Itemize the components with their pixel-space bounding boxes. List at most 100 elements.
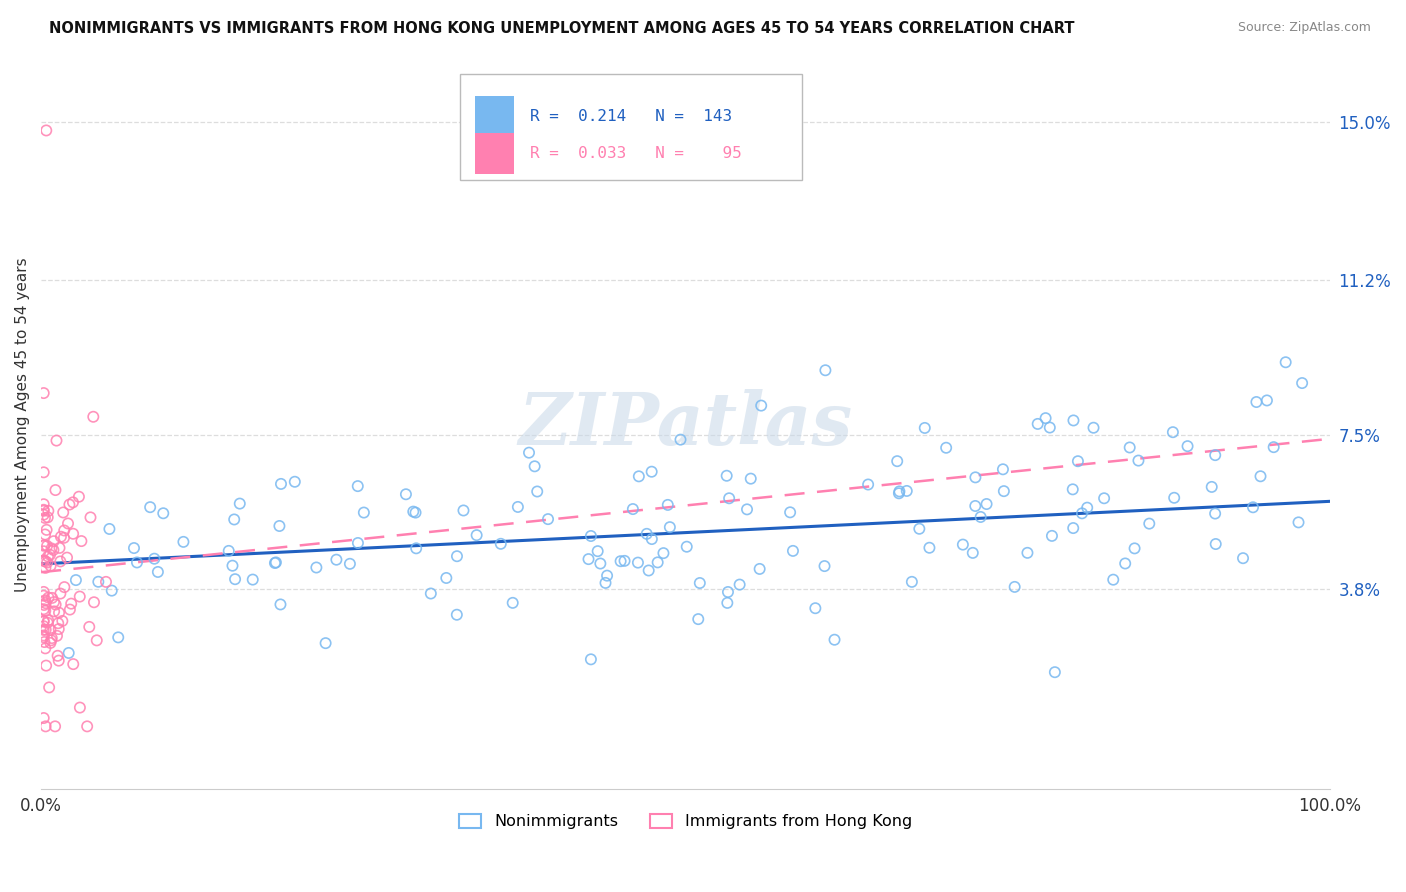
Point <box>1205 537 1227 551</box>
Point <box>1040 529 1063 543</box>
Point <box>537 512 560 526</box>
Point <box>523 459 546 474</box>
Point <box>675 540 697 554</box>
Point <box>37 615 59 630</box>
Point <box>221 558 243 573</box>
Point <box>37 556 59 570</box>
Point <box>716 596 738 610</box>
Point <box>896 483 918 498</box>
Point <box>39 633 62 648</box>
Point <box>41 631 63 645</box>
Point <box>49 554 72 568</box>
Point <box>578 552 600 566</box>
Point <box>56 550 79 565</box>
Point <box>42 543 65 558</box>
Point <box>1083 421 1105 435</box>
Point <box>935 441 957 455</box>
Point <box>45 434 67 448</box>
Point <box>32 553 55 567</box>
Y-axis label: Unemployment Among Ages 45 to 54 years: Unemployment Among Ages 45 to 54 years <box>15 257 30 591</box>
Point <box>718 491 741 506</box>
Point <box>53 524 76 538</box>
Point <box>1163 491 1185 505</box>
Point <box>224 572 246 586</box>
Point <box>87 574 110 589</box>
Text: Source: ZipAtlas.com: Source: ZipAtlas.com <box>1237 21 1371 35</box>
Point <box>1250 469 1272 483</box>
FancyBboxPatch shape <box>475 96 515 136</box>
Point <box>339 557 361 571</box>
Point <box>1043 665 1066 680</box>
Point <box>82 409 104 424</box>
Point <box>579 652 602 666</box>
Point <box>1291 376 1313 390</box>
Point <box>86 633 108 648</box>
Point <box>347 536 370 550</box>
Point <box>32 628 55 642</box>
Point <box>1232 551 1254 566</box>
Point <box>613 554 636 568</box>
Point <box>76 719 98 733</box>
Point <box>586 544 609 558</box>
Point <box>405 541 427 556</box>
Point <box>976 497 998 511</box>
Point <box>1102 573 1125 587</box>
Point <box>42 604 65 618</box>
Point <box>242 573 264 587</box>
Point <box>34 635 56 649</box>
Point <box>517 445 540 459</box>
Point <box>284 475 307 489</box>
Point <box>38 681 60 695</box>
Point <box>1071 506 1094 520</box>
Point <box>65 573 87 587</box>
Point <box>53 580 76 594</box>
Point <box>1123 541 1146 556</box>
Point <box>98 522 121 536</box>
Point <box>901 574 924 589</box>
Point <box>44 719 66 733</box>
Point <box>1137 516 1160 531</box>
Point <box>37 613 59 627</box>
Point <box>32 544 55 558</box>
Point <box>107 631 129 645</box>
Point <box>402 505 425 519</box>
Point <box>889 484 911 499</box>
Point <box>32 711 55 725</box>
Point <box>34 554 56 568</box>
Point <box>305 560 328 574</box>
FancyBboxPatch shape <box>475 134 515 174</box>
Point <box>32 504 55 518</box>
Point <box>502 596 524 610</box>
Point <box>1241 500 1264 515</box>
Text: R =  0.214   N =  143: R = 0.214 N = 143 <box>530 109 731 124</box>
Point <box>446 607 468 622</box>
Point <box>969 510 991 524</box>
Point <box>506 500 529 514</box>
Point <box>264 556 287 570</box>
Point <box>77 620 100 634</box>
Point <box>35 523 58 537</box>
Point <box>453 503 475 517</box>
Point <box>224 512 246 526</box>
Point <box>56 516 79 531</box>
Point <box>627 556 650 570</box>
Point <box>37 504 59 518</box>
Point <box>353 506 375 520</box>
Point <box>1118 441 1140 455</box>
Point <box>218 544 240 558</box>
Point <box>44 483 66 497</box>
Point <box>740 472 762 486</box>
Point <box>1062 521 1084 535</box>
Point <box>1076 500 1098 515</box>
Point <box>962 546 984 560</box>
Point <box>62 657 84 672</box>
Point <box>596 568 619 582</box>
Point <box>42 595 65 609</box>
Point <box>62 526 84 541</box>
Point <box>652 546 675 560</box>
Point <box>34 596 56 610</box>
Point <box>636 526 658 541</box>
Point <box>657 498 679 512</box>
Point <box>46 616 69 631</box>
Point <box>716 468 738 483</box>
